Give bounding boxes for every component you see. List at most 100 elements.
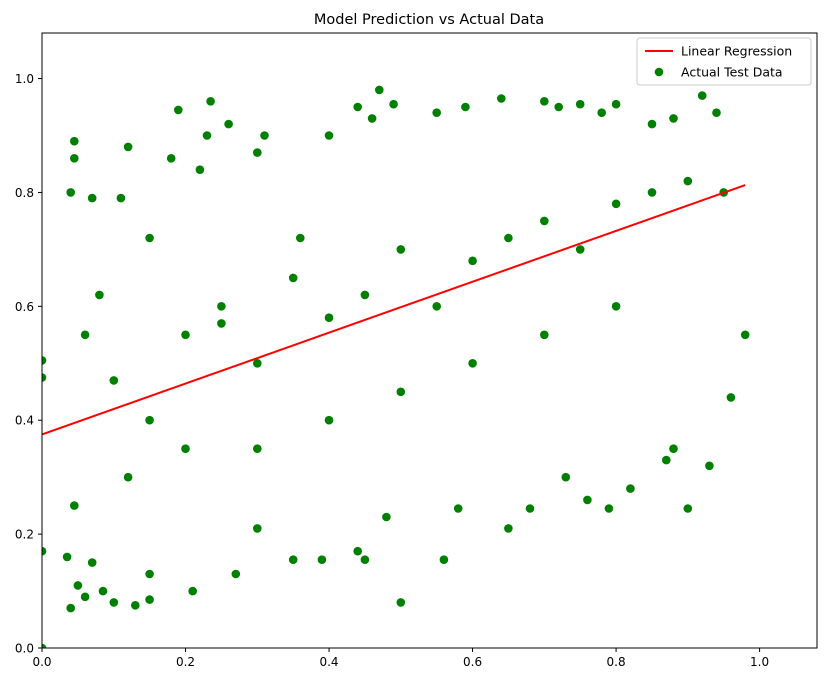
y-tick-label: 0.4 <box>15 414 34 428</box>
data-point <box>669 444 678 454</box>
data-point <box>360 555 370 564</box>
data-point <box>116 193 126 203</box>
data-point <box>647 119 657 129</box>
data-point <box>432 302 442 311</box>
data-point <box>396 387 406 397</box>
data-point <box>70 136 79 146</box>
data-point <box>252 359 262 368</box>
data-point <box>396 598 406 607</box>
data-point <box>367 114 377 123</box>
data-point <box>669 114 678 123</box>
data-point <box>87 193 97 203</box>
regression-line-layer <box>41 184 746 436</box>
data-point <box>468 256 477 266</box>
data-point <box>42 643 47 648</box>
x-tick-label: 0.2 <box>176 655 195 669</box>
data-point <box>166 154 176 163</box>
data-point <box>42 356 47 365</box>
data-point <box>317 555 327 564</box>
data-point <box>224 119 233 129</box>
data-point <box>145 569 154 579</box>
data-point <box>87 558 97 567</box>
data-point <box>288 555 298 564</box>
data-point <box>252 524 262 533</box>
data-point <box>554 102 563 112</box>
data-point <box>611 302 621 311</box>
data-point <box>202 131 212 140</box>
data-point <box>123 472 133 482</box>
data-point <box>353 102 363 112</box>
data-point <box>525 504 535 513</box>
data-point <box>662 455 671 465</box>
data-point <box>109 376 119 385</box>
regression-line <box>41 184 746 436</box>
data-point <box>575 245 585 254</box>
plot-area <box>42 33 817 648</box>
data-point <box>109 598 119 607</box>
data-point <box>382 512 391 522</box>
scatter-series-layer <box>42 85 750 648</box>
data-point <box>80 592 90 602</box>
data-point <box>540 330 549 340</box>
data-point <box>432 108 442 117</box>
data-point <box>468 359 477 368</box>
data-point <box>324 313 334 323</box>
x-tick-label: 1.0 <box>750 655 769 669</box>
x-axis-ticks: 0.0 0.2 0.4 0.6 0.8 1.0 <box>32 648 769 669</box>
data-point <box>461 102 470 112</box>
data-point <box>740 330 750 340</box>
data-point <box>217 319 226 328</box>
x-tick-label: 0.0 <box>32 655 51 669</box>
legend-box <box>636 37 812 86</box>
data-point <box>597 108 606 117</box>
data-point <box>697 91 707 100</box>
data-point <box>375 85 384 95</box>
data-point <box>95 290 104 300</box>
data-point <box>123 142 133 152</box>
data-point <box>683 504 693 513</box>
data-point <box>145 233 154 243</box>
data-point <box>647 188 657 197</box>
data-point <box>62 552 72 562</box>
data-point <box>145 415 154 425</box>
data-point <box>324 131 334 140</box>
data-point <box>252 148 262 157</box>
y-tick-label: 1.0 <box>15 72 34 86</box>
data-point <box>131 601 140 610</box>
data-point <box>439 555 449 564</box>
data-point <box>252 444 262 454</box>
data-point <box>726 393 736 402</box>
data-point <box>206 97 215 106</box>
data-point <box>575 99 585 109</box>
x-tick-label: 0.6 <box>463 655 482 669</box>
data-point <box>504 233 513 243</box>
x-tick-label: 0.4 <box>319 655 338 669</box>
data-point <box>705 461 714 471</box>
data-point <box>217 302 226 311</box>
data-point <box>181 330 190 340</box>
data-point <box>540 216 549 226</box>
chart-title: Model Prediction vs Actual Data <box>314 12 544 28</box>
data-point <box>195 165 205 174</box>
y-tick-label: 0.0 <box>15 642 34 656</box>
legend: Linear Regression Actual Test Data <box>636 37 812 86</box>
data-point <box>626 484 635 493</box>
data-point <box>604 504 614 513</box>
y-tick-label: 0.8 <box>15 186 34 200</box>
data-point <box>453 504 463 513</box>
data-point <box>396 245 406 254</box>
data-point <box>260 131 269 140</box>
data-point <box>504 524 513 533</box>
data-point <box>231 569 241 579</box>
data-point <box>73 581 83 590</box>
data-point <box>80 330 90 340</box>
legend-marker-swatch <box>654 67 664 77</box>
data-point <box>145 595 154 604</box>
y-axis-ticks: 0.0 0.2 0.4 0.6 0.8 1.0 <box>15 72 42 656</box>
data-point <box>174 105 183 115</box>
plot-frame <box>41 32 818 649</box>
data-point <box>66 603 75 613</box>
y-tick-label: 0.6 <box>15 300 34 314</box>
data-point <box>324 415 334 425</box>
